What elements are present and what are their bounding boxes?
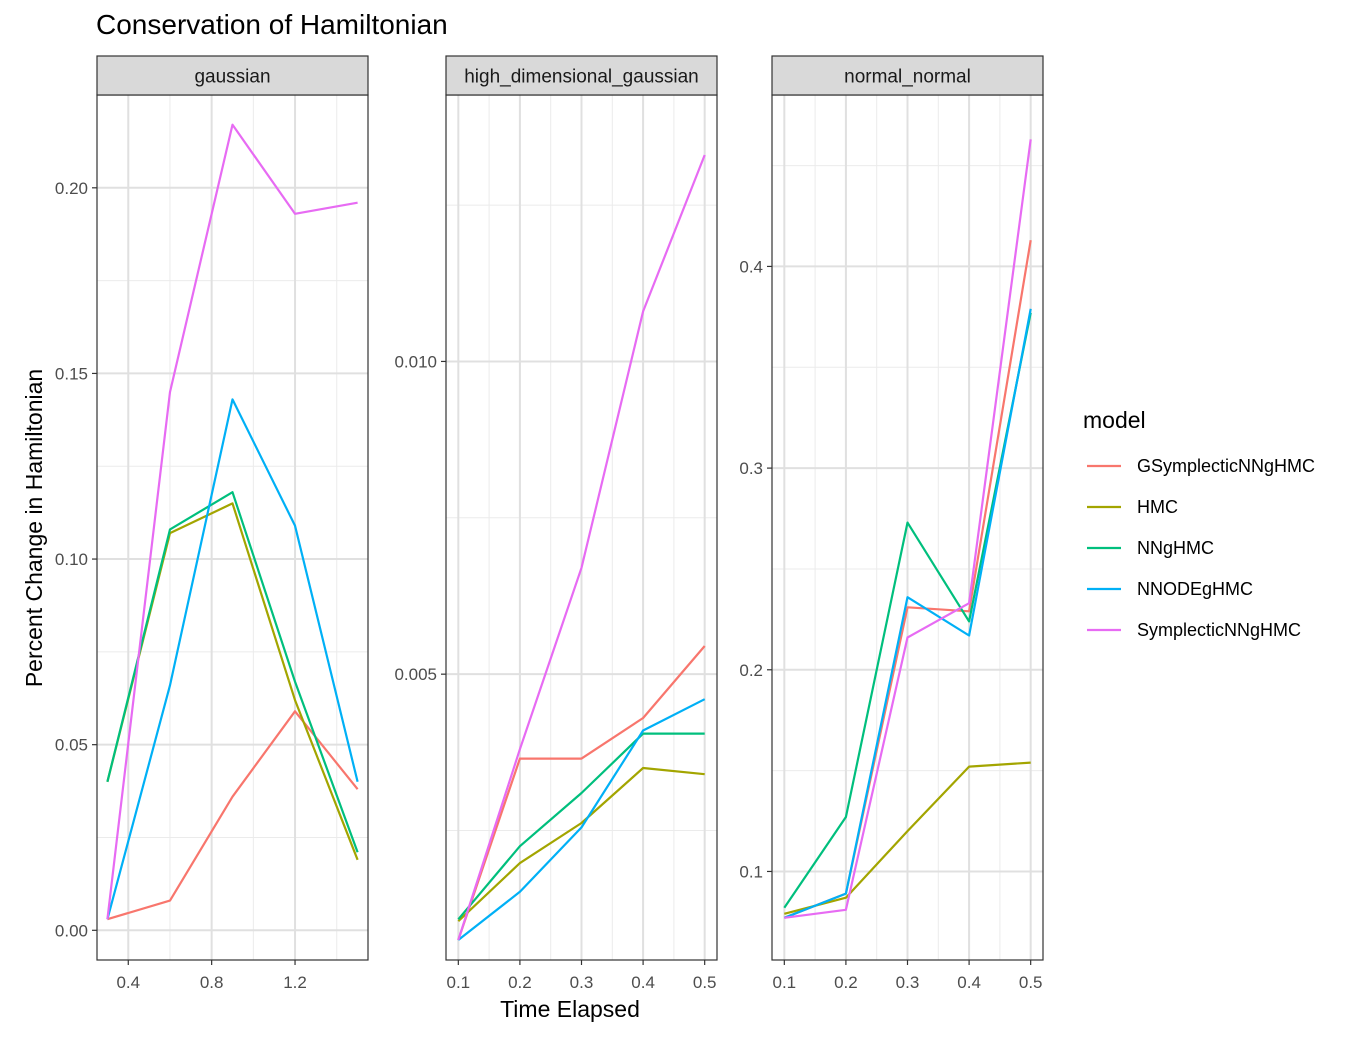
y-tick-label: 0.1 xyxy=(739,862,763,881)
facet-high_dimensional_gaussian: high_dimensional_gaussian 0.1 0.2 0.3 0.4 0.5… xyxy=(394,55,718,992)
x-tick-label: 0.2 xyxy=(834,973,858,992)
x-tick-label: 0.2 xyxy=(508,973,532,992)
facet-strip-label: gaussian xyxy=(194,67,270,88)
series-line-NNgHMC xyxy=(106,491,359,853)
x-tick-label: 0.8 xyxy=(200,973,224,992)
y-tick-label: 0.05 xyxy=(55,736,88,755)
facet-strip xyxy=(445,55,718,96)
series-line-HMC xyxy=(784,761,1031,915)
chart-title: Conservation of Hamiltonian xyxy=(96,9,448,40)
y-tick-label: 0.20 xyxy=(55,179,88,198)
y-tick-label: 0.4 xyxy=(739,257,763,276)
facet-strip-label: normal_normal xyxy=(844,67,971,88)
x-tick-label: 0.1 xyxy=(772,973,796,992)
series-line-SymplecticNNgHMC xyxy=(106,123,358,920)
facet-strip xyxy=(771,55,1044,96)
x-tick-label: 0.5 xyxy=(693,973,717,992)
plot-panel xyxy=(97,95,368,960)
y-tick-label: 0.010 xyxy=(394,352,437,371)
series-line-GSymplecticNNgHMC xyxy=(457,645,706,941)
series-line-NNgHMC xyxy=(457,732,705,921)
y-tick-label: 0.15 xyxy=(55,364,88,383)
facet-normal_normal: normal_normal 0.1 0.2 0.3 0.4 0.5 0.1 0.2 0.3 0.4 xyxy=(739,55,1044,992)
y-tick-label: 0.00 xyxy=(55,921,88,940)
legend-label-SymplecticNNgHMC: SymplecticNNgHMC xyxy=(1137,620,1301,640)
y-tick-label: 0.10 xyxy=(55,550,88,569)
legend-label-GSymplecticNNgHMC: GSymplecticNNgHMC xyxy=(1137,456,1315,476)
x-axis-title: Time Elapsed xyxy=(500,996,640,1022)
x-tick-label: 0.1 xyxy=(446,973,470,992)
series-line-SymplecticNNgHMC xyxy=(784,139,1032,919)
legend-label-HMC: HMC xyxy=(1137,497,1178,517)
legend-title: model xyxy=(1083,407,1146,433)
x-tick-label: 0.3 xyxy=(570,973,594,992)
series-line-NNODEgHMC xyxy=(106,398,359,920)
y-tick-label: 0.2 xyxy=(739,661,763,680)
x-tick-label: 0.4 xyxy=(116,973,140,992)
series-line-SymplecticNNgHMC xyxy=(457,154,706,941)
y-tick-label: 0.3 xyxy=(739,459,763,478)
y-axis-title: Percent Change in Hamiltonian xyxy=(21,369,47,687)
facet-panels: gaussian 0.4 0.8 1.2 0.00 0.05 0.10 0.15 0.20 hig… xyxy=(55,55,1044,992)
x-tick-label: 0.4 xyxy=(631,973,655,992)
x-tick-label: 0.3 xyxy=(896,973,920,992)
legend-label-NNgHMC: NNgHMC xyxy=(1137,538,1214,558)
facet-gaussian: gaussian 0.4 0.8 1.2 0.00 0.05 0.10 0.15 0.20 xyxy=(55,55,369,992)
x-tick-label: 0.5 xyxy=(1019,973,1043,992)
facet-strip-label: high_dimensional_gaussian xyxy=(464,67,699,88)
x-tick-label: 0.4 xyxy=(957,973,981,992)
series-line-NNODEgHMC xyxy=(457,698,706,941)
series-line-NNODEgHMC xyxy=(783,308,1032,919)
x-tick-label: 1.2 xyxy=(283,973,307,992)
facet-strip xyxy=(96,55,369,96)
y-tick-label: 0.005 xyxy=(394,665,437,684)
series-line-HMC xyxy=(457,766,705,923)
legend: model GSymplecticNNgHMC HMC NNgHMC NNODEgHM… xyxy=(1083,407,1315,640)
series-line-NNgHMC xyxy=(783,312,1032,909)
legend-label-NNODEgHMC: NNODEgHMC xyxy=(1137,579,1253,599)
